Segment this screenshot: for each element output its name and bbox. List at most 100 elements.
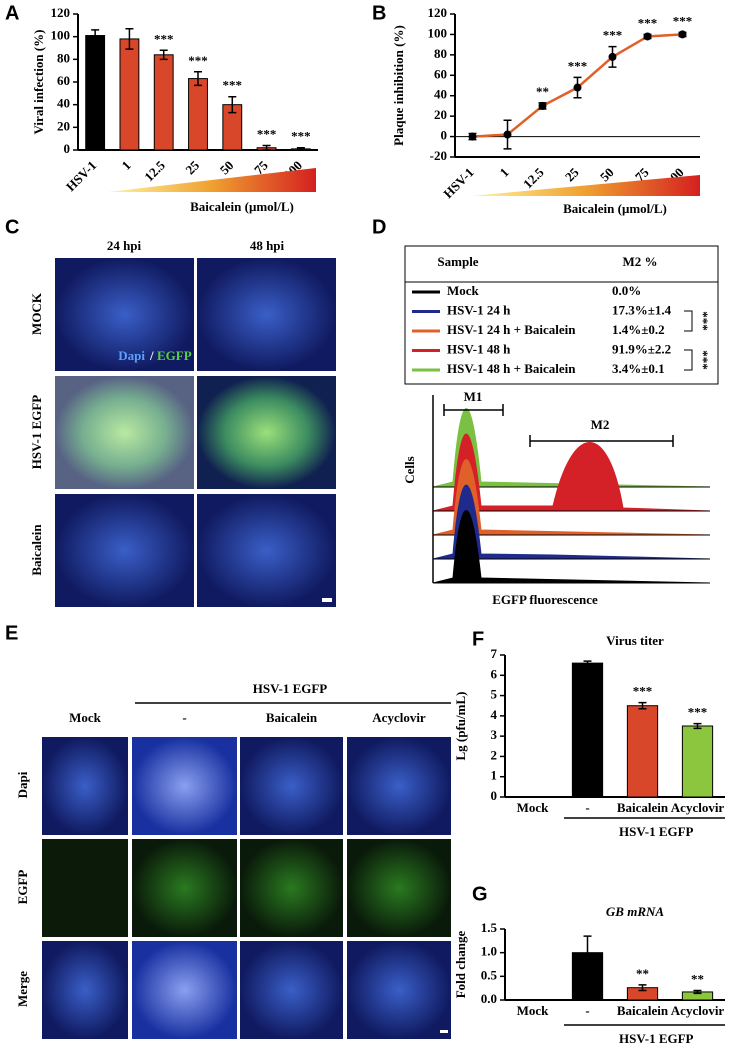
x-tick-label: 50	[217, 158, 237, 178]
micrograph	[240, 737, 343, 835]
bar	[681, 725, 714, 798]
panel-label: C	[5, 216, 19, 238]
row-label: HSV-1 EGFP	[29, 395, 44, 470]
marker	[538, 101, 547, 110]
gradient-triangle	[470, 175, 700, 196]
bar	[188, 78, 208, 151]
micrograph	[197, 376, 336, 489]
y-tick-label: -20	[430, 148, 447, 163]
row-value: 91.9%±2.2	[612, 341, 671, 356]
y-tick-label: 5	[491, 687, 498, 702]
gate-label: M2	[591, 417, 610, 432]
legend-slash: /	[149, 348, 154, 363]
y-tick-label: 100	[428, 25, 448, 40]
bar	[626, 705, 659, 798]
y-tick-label: 7	[491, 646, 498, 661]
significance: ***	[603, 28, 623, 43]
row-sample: HSV-1 48 h	[447, 341, 511, 356]
row-sample: Mock	[447, 283, 480, 298]
y-tick-label: 0	[64, 141, 71, 156]
gradient-triangle	[108, 168, 316, 192]
column-label: 48 hpi	[250, 238, 285, 253]
error-bar	[125, 27, 134, 50]
x-tick-label: Baicalein	[617, 800, 669, 815]
significance: ***	[673, 13, 693, 28]
significance: ***	[291, 129, 311, 144]
y-tick-label: 0.5	[481, 967, 498, 982]
row-sample: HSV-1 24 h + Baicalein	[447, 322, 576, 337]
row-label: MOCK	[29, 292, 44, 335]
significance: ***	[568, 58, 588, 73]
y-tick-label: 20	[434, 107, 447, 122]
significance: ***	[633, 684, 653, 699]
gate-m2	[529, 435, 674, 447]
x-tick-label: Mock	[517, 1003, 550, 1018]
significance: ***	[688, 705, 708, 720]
marker	[468, 132, 477, 141]
column-label: 24 hpi	[107, 238, 142, 253]
x-tick-label: 12.5	[520, 164, 547, 191]
micrograph	[55, 258, 194, 371]
marker	[643, 32, 652, 41]
error-bar	[693, 722, 702, 730]
table-header: M2 %	[622, 254, 657, 269]
row-sample: HSV-1 24 h	[447, 302, 511, 317]
micrograph	[42, 737, 128, 835]
x-tick-label: -	[585, 1003, 589, 1018]
significance: ***	[188, 53, 208, 68]
y-tick-label: 1.0	[481, 944, 497, 959]
x-tick-label: HSV-1	[63, 158, 99, 194]
x-tick-label: Acyclovir	[671, 800, 725, 815]
column-label: -	[182, 710, 186, 725]
column-label: Acyclovir	[372, 710, 426, 725]
error-bar	[638, 701, 647, 710]
x-tick-label: Mock	[517, 800, 550, 815]
bar	[119, 38, 140, 151]
y-tick-label: 100	[51, 28, 71, 43]
error-bar	[262, 144, 271, 151]
group-label: HSV-1 EGFP	[619, 1031, 694, 1046]
marker	[608, 52, 617, 61]
error-bar	[194, 71, 202, 87]
bar	[571, 662, 604, 798]
table-header: Sample	[437, 254, 478, 269]
group-label: HSV-1 EGFP	[619, 824, 694, 839]
error-bar	[296, 146, 305, 151]
bar	[153, 54, 174, 151]
significance: ***	[257, 126, 277, 141]
y-tick-label: 0.0	[481, 991, 497, 1006]
x-tick-label: 12.5	[141, 157, 168, 184]
y-tick-label: 80	[57, 50, 70, 65]
micrograph	[132, 737, 237, 835]
marker	[503, 130, 512, 139]
x-tick-label: 1	[118, 158, 133, 173]
micrograph	[132, 941, 237, 1039]
y-tick-label: 60	[57, 73, 70, 88]
y-tick-label: 80	[434, 46, 447, 61]
row-label: Dapi	[15, 771, 30, 798]
significance: ***	[154, 31, 174, 46]
bracket	[684, 310, 693, 332]
y-tick-label: 120	[428, 5, 448, 20]
marker	[573, 83, 582, 92]
y-axis-label: Fold change	[453, 931, 468, 999]
y-tick-label: 1.5	[481, 920, 498, 935]
x-tick-label: 25	[182, 157, 202, 177]
table-border	[404, 245, 719, 385]
gate-m1	[443, 404, 504, 416]
micrograph	[42, 839, 128, 937]
y-tick-label: 60	[434, 66, 447, 81]
micrograph	[240, 839, 343, 937]
error-bar	[583, 935, 592, 970]
row-label: Baicalein	[29, 524, 44, 576]
x-tick-label: 1	[497, 165, 512, 180]
x-tick-label: -	[585, 800, 589, 815]
group-label: HSV-1 EGFP	[253, 681, 328, 696]
hist-xlabel: EGFP fluorescence	[492, 592, 598, 607]
micrograph	[240, 941, 343, 1039]
column-label: Mock	[69, 710, 102, 725]
significance: ***	[696, 350, 711, 370]
y-axis-label: Lg (pfu/mL)	[453, 692, 468, 761]
micrograph	[197, 258, 336, 371]
